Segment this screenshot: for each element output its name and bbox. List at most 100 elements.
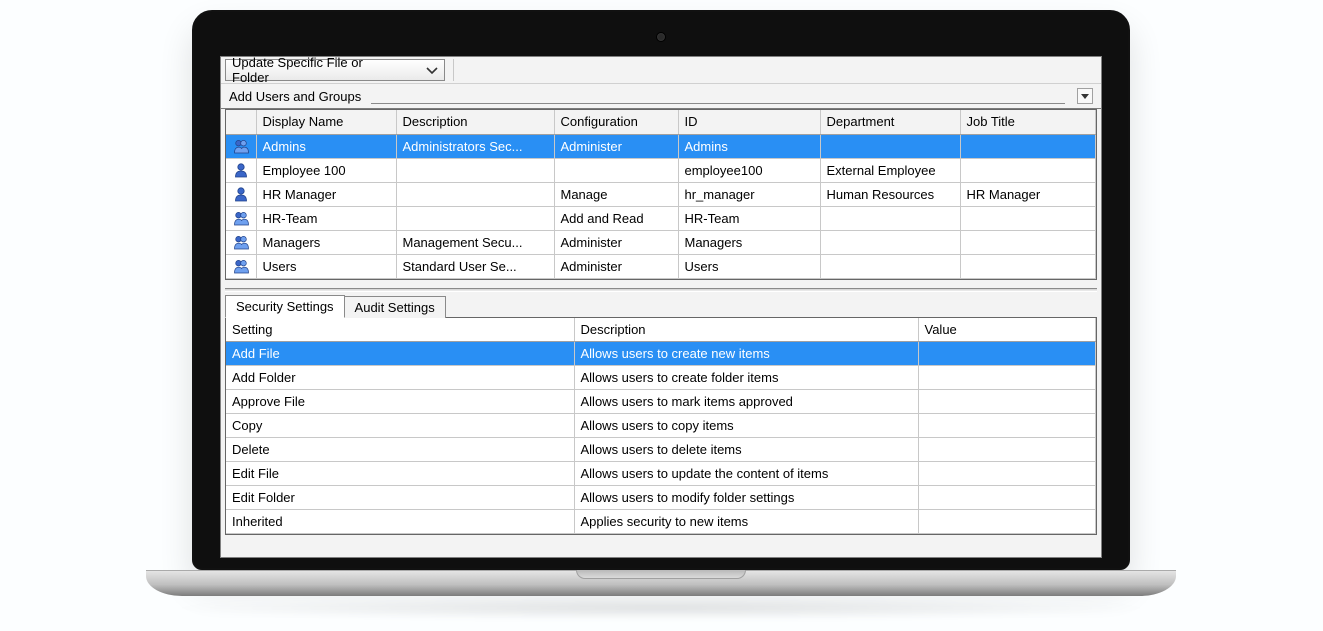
panel-separator [225, 288, 1097, 292]
users-cell-display-name: HR Manager [256, 182, 396, 206]
users-cell-display-name: Employee 100 [256, 158, 396, 182]
settings-cell-description: Applies security to new items [574, 510, 918, 534]
trackpad-notch [576, 570, 746, 579]
users-row[interactable]: Employee 100 employee100External Employee [226, 158, 1096, 182]
users-cell-id: HR-Team [678, 206, 820, 230]
users-cell-department [820, 230, 960, 254]
users-grid: Display NameDescriptionConfigurationIDDe… [225, 109, 1097, 280]
settings-cell-value [918, 342, 1096, 366]
users-cell-description: Administrators Sec... [396, 134, 554, 158]
users-col-id[interactable]: ID [678, 110, 820, 134]
group-icon [226, 134, 256, 158]
users-col-department[interactable]: Department [820, 110, 960, 134]
users-col-description[interactable]: Description [396, 110, 554, 134]
settings-cell-description: Allows users to copy items [574, 414, 918, 438]
users-cell-job-title: HR Manager [960, 182, 1096, 206]
users-row[interactable]: UsersStandard User Se...AdministerUsers [226, 254, 1096, 278]
laptop-mockup: Update Specific File or Folder Add Users… [192, 10, 1130, 605]
settings-cell-setting: Copy [226, 414, 574, 438]
settings-col-setting[interactable]: Setting [226, 318, 574, 342]
settings-cell-value [918, 438, 1096, 462]
settings-cell-description: Allows users to update the content of it… [574, 462, 918, 486]
settings-cell-setting: Edit Folder [226, 486, 574, 510]
settings-cell-setting: Edit File [226, 462, 574, 486]
users-col-job-title[interactable]: Job Title [960, 110, 1096, 134]
users-cell-description [396, 182, 554, 206]
settings-row[interactable]: Add FolderAllows users to create folder … [226, 366, 1096, 390]
user-icon [226, 158, 256, 182]
users-cell-configuration [554, 158, 678, 182]
users-cell-job-title [960, 254, 1096, 278]
add-users-input[interactable] [371, 88, 1065, 104]
users-cell-display-name: Managers [256, 230, 396, 254]
users-col-configuration[interactable]: Configuration [554, 110, 678, 134]
users-cell-configuration: Add and Read [554, 206, 678, 230]
users-row[interactable]: HR-TeamAdd and ReadHR-Team [226, 206, 1096, 230]
settings-cell-description: Allows users to mark items approved [574, 390, 918, 414]
add-users-label: Add Users and Groups [227, 89, 365, 108]
add-users-dropdown-button[interactable] [1077, 88, 1093, 104]
settings-cell-description: Allows users to create folder items [574, 366, 918, 390]
triangle-down-icon [1079, 90, 1091, 102]
tab-security[interactable]: Security Settings [225, 295, 345, 318]
laptop-shadow [162, 596, 1160, 620]
action-combobox[interactable]: Update Specific File or Folder [225, 59, 445, 81]
group-icon [226, 206, 256, 230]
users-cell-department: External Employee [820, 158, 960, 182]
users-cell-job-title [960, 158, 1096, 182]
users-cell-configuration: Administer [554, 230, 678, 254]
settings-row[interactable]: Add FileAllows users to create new items [226, 342, 1096, 366]
users-cell-configuration: Administer [554, 254, 678, 278]
users-cell-display-name: HR-Team [256, 206, 396, 230]
users-cell-description [396, 206, 554, 230]
settings-cell-setting: Approve File [226, 390, 574, 414]
settings-cell-setting: Add Folder [226, 366, 574, 390]
users-cell-description: Management Secu... [396, 230, 554, 254]
settings-row[interactable]: InheritedApplies security to new items [226, 510, 1096, 534]
settings-row[interactable]: Edit FileAllows users to update the cont… [226, 462, 1096, 486]
settings-row[interactable]: DeleteAllows users to delete items [226, 438, 1096, 462]
users-cell-department: Human Resources [820, 182, 960, 206]
settings-grid: SettingDescriptionValue Add FileAllows u… [225, 317, 1097, 536]
settings-col-value[interactable]: Value [918, 318, 1096, 342]
users-cell-job-title [960, 206, 1096, 230]
users-cell-department [820, 134, 960, 158]
users-cell-display-name: Users [256, 254, 396, 278]
users-cell-id: employee100 [678, 158, 820, 182]
settings-cell-setting: Inherited [226, 510, 574, 534]
users-grid-header: Display NameDescriptionConfigurationIDDe… [226, 110, 1096, 134]
group-icon [226, 230, 256, 254]
users-row[interactable]: ManagersManagement Secu...AdministerMana… [226, 230, 1096, 254]
chevron-down-icon [426, 65, 438, 75]
users-cell-job-title [960, 230, 1096, 254]
settings-row[interactable]: Edit FolderAllows users to modify folder… [226, 486, 1096, 510]
users-cell-configuration: Manage [554, 182, 678, 206]
users-cell-job-title [960, 134, 1096, 158]
settings-row[interactable]: Approve FileAllows users to mark items a… [226, 390, 1096, 414]
users-cell-department [820, 206, 960, 230]
settings-cell-description: Allows users to create new items [574, 342, 918, 366]
settings-grid-header: SettingDescriptionValue [226, 318, 1096, 342]
app-window: Update Specific File or Folder Add Users… [220, 56, 1102, 558]
settings-col-description[interactable]: Description [574, 318, 918, 342]
users-row[interactable]: AdminsAdministrators Sec...AdministerAdm… [226, 134, 1096, 158]
settings-row[interactable]: CopyAllows users to copy items [226, 414, 1096, 438]
settings-cell-value [918, 390, 1096, 414]
action-combobox-value: Update Specific File or Folder [232, 56, 398, 85]
users-cell-display-name: Admins [256, 134, 396, 158]
users-row[interactable]: HR Manager Managehr_managerHuman Resource… [226, 182, 1096, 206]
settings-cell-setting: Delete [226, 438, 574, 462]
users-col-icon[interactable] [226, 110, 256, 134]
settings-cell-value [918, 510, 1096, 534]
users-cell-id: Managers [678, 230, 820, 254]
users-col-display-name[interactable]: Display Name [256, 110, 396, 134]
settings-cell-value [918, 366, 1096, 390]
tab-audit[interactable]: Audit Settings [344, 296, 446, 318]
users-cell-id: hr_manager [678, 182, 820, 206]
toolbar-add-users: Add Users and Groups [221, 84, 1101, 109]
users-cell-department [820, 254, 960, 278]
users-cell-description: Standard User Se... [396, 254, 554, 278]
settings-cell-description: Allows users to modify folder settings [574, 486, 918, 510]
toolbar-divider [453, 59, 454, 81]
settings-cell-value [918, 486, 1096, 510]
